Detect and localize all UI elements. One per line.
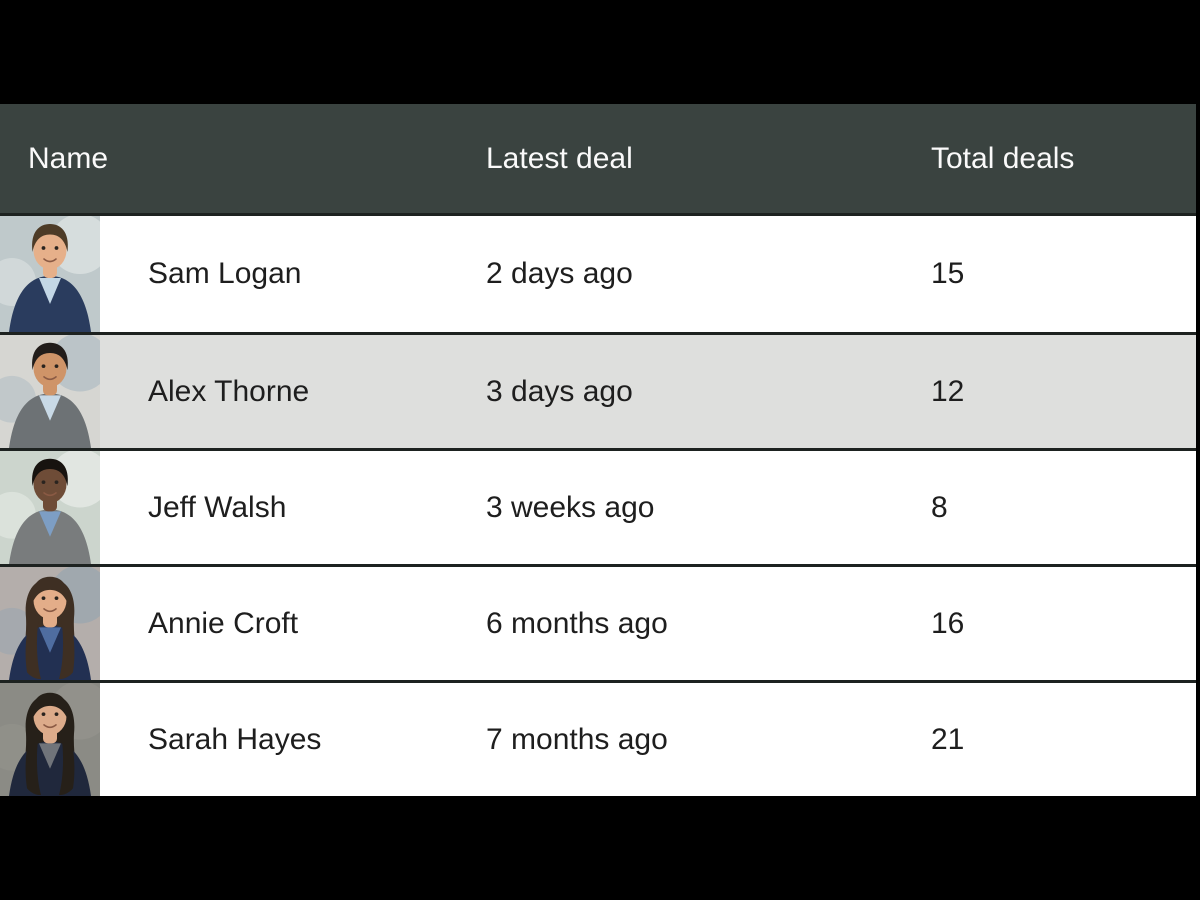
avatar (0, 567, 100, 680)
person-photo-icon (0, 451, 100, 564)
cell-total-deals: 15 (931, 257, 965, 290)
person-photo-icon (0, 335, 100, 448)
cell-total-deals: 8 (931, 490, 948, 524)
column-header-total-deals: Total deals (931, 141, 1075, 175)
cell-latest-deal: 2 days ago (486, 257, 633, 290)
cell-latest-deal: 3 weeks ago (486, 490, 655, 524)
table-row[interactable]: Sam Logan 2 days ago 15 (0, 216, 1196, 332)
table-header-row: Name Latest deal Total deals (0, 104, 1196, 216)
cell-total-deals: 12 (931, 374, 965, 408)
table-row[interactable]: Alex Thorne 3 days ago 12 (0, 332, 1196, 448)
cell-total-deals: 16 (931, 606, 965, 640)
cell-name: Sam Logan (148, 257, 302, 290)
cell-name: Annie Croft (148, 606, 299, 640)
cell-latest-deal: 3 days ago (486, 374, 633, 408)
cell-name: Alex Thorne (148, 374, 310, 408)
person-photo-icon (0, 216, 100, 332)
cell-total-deals: 21 (931, 722, 965, 756)
person-photo-icon (0, 683, 100, 796)
avatar (0, 216, 100, 332)
cell-latest-deal: 6 months ago (486, 606, 668, 640)
person-photo-icon (0, 567, 100, 680)
table-row[interactable]: Sarah Hayes 7 months ago 21 (0, 680, 1196, 796)
cell-name: Jeff Walsh (148, 490, 287, 524)
cell-latest-deal: 7 months ago (486, 722, 668, 756)
deals-table: Name Latest deal Total deals Sam Logan 2… (0, 104, 1196, 796)
avatar (0, 451, 100, 564)
avatar (0, 683, 100, 796)
table-row[interactable]: Jeff Walsh 3 weeks ago 8 (0, 448, 1196, 564)
cell-name: Sarah Hayes (148, 722, 322, 756)
column-header-latest-deal: Latest deal (486, 141, 633, 175)
column-header-name: Name (28, 141, 109, 175)
table-row[interactable]: Annie Croft 6 months ago 16 (0, 564, 1196, 680)
avatar (0, 335, 100, 448)
